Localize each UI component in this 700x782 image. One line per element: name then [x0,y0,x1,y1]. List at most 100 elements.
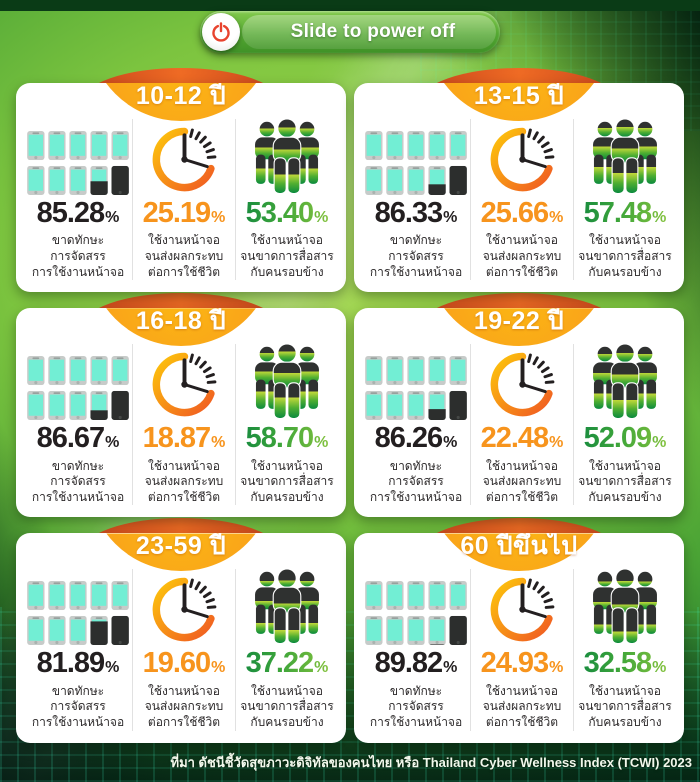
age-group-label: 16-18 ปี [135,307,227,336]
people-icon-box [239,343,335,420]
stat-label: ใช้งานหน้าจอ จนขาดการสื่อสาร กับคนรอบข้า… [578,233,672,279]
stat-columns: 86.26% ขาดทักษะ การจัดสรร การใช้งานหน้าจ… [362,343,676,506]
stat-label: ใช้งานหน้าจอ จนขาดการสื่อสาร กับคนรอบข้า… [240,233,334,279]
clock-icon-box [474,569,570,645]
stat-label: ขาดทักษะ การจัดสรร การใช้งานหน้าจอ [369,458,463,504]
people-icon-box [239,568,335,645]
power-slider-track [242,15,496,49]
stat-value: 22.48% [474,423,570,453]
stat-number: 53.40 [245,197,314,229]
power-slider[interactable]: Slide to power off [200,11,500,53]
stat-value: 24.93% [474,648,570,678]
people-icon [255,568,319,645]
people-icon-box [577,118,673,195]
stat-label: ใช้งานหน้าจอ จนส่งผลกระทบ ต่อการใช้ชีวิต [482,683,562,730]
age-group-label: 23-59 ปี [135,532,227,561]
clock-icon [152,127,216,192]
stat-value: 85.28% [27,198,129,228]
power-button[interactable] [202,13,240,51]
stat-life-impact: 24.93% ใช้งานหน้าจอ จนส่งผลกระทบ ต่อการใ… [470,569,573,731]
stat-value: 52.09% [577,423,673,453]
age-group-label: 60 ปีขึ้นไป [460,532,578,561]
stat-screen-skill: 81.89% ขาดทักษะ การจัดสรร การใช้งานหน้าจ… [24,569,132,730]
stat-value: 25.66% [474,198,570,228]
stat-number: 86.67 [36,422,106,455]
stat-number: 86.33 [374,197,444,229]
smartphone-grid-icon-box [27,569,129,646]
stat-number: 24.93 [480,647,550,680]
age-group-card: 81.89% ขาดทักษะ การจัดสรร การใช้งานหน้าจ… [16,518,346,743]
percent-sign: % [314,209,329,226]
people-icon-box [239,118,335,195]
percent-sign: % [443,659,458,677]
smartphone-grid-icon [27,581,129,646]
stat-label: ใช้งานหน้าจอ จนส่งผลกระทบ ต่อการใช้ชีวิต [482,458,562,504]
smartphone-grid-icon [365,131,467,195]
age-group-card: 89.82% ขาดทักษะ การจัดสรร การใช้งานหน้าจ… [354,518,684,743]
stat-number: 18.87 [142,422,212,455]
age-group-card: 86.67% ขาดทักษะ การจัดสรร การใช้งานหน้าจ… [16,293,346,518]
stat-number: 25.19 [142,197,212,229]
percent-sign: % [652,209,667,226]
smartphone-grid-icon [365,581,467,646]
stat-number: 22.48 [480,422,550,455]
stat-columns: 81.89% ขาดทักษะ การจัดสรร การใช้งานหน้าจ… [24,568,338,731]
stat-number: 89.82 [374,647,444,680]
stat-value: 18.87% [136,423,232,453]
percent-sign: % [105,434,120,452]
percent-sign: % [105,209,120,226]
percent-sign: % [211,209,226,226]
age-group-card: 85.28% ขาดทักษะ การจัดสรร การใช้งานหน้าจ… [16,68,346,293]
percent-sign: % [549,209,564,226]
stat-number: 86.26 [374,422,444,455]
clock-icon-box [136,344,232,420]
age-group-header: 13-15 ปี [426,82,612,121]
stat-value: 19.60% [136,648,232,678]
age-group-header: 23-59 ปี [88,532,274,572]
stat-number: 85.28 [36,197,106,229]
age-group-grid: 85.28% ขาดทักษะ การจัดสรร การใช้งานหน้าจ… [0,53,700,743]
stat-communication: 53.40% ใช้งานหน้าจอ จนขาดการสื่อสาร กับค… [235,118,338,281]
stat-columns: 86.67% ขาดทักษะ การจัดสรร การใช้งานหน้าจ… [24,343,338,506]
stat-value: 37.22% [239,648,335,678]
percent-sign: % [314,659,329,677]
percent-sign: % [549,434,564,452]
stat-value: 86.67% [27,423,129,453]
stat-number: 57.48 [583,197,652,229]
stat-number: 58.70 [245,422,314,455]
percent-sign: % [314,434,329,452]
stat-value: 86.26% [365,423,467,453]
stat-label: ขาดทักษะ การจัดสรร การใช้งานหน้าจอ [31,233,125,279]
stat-number: 32.58 [583,647,652,680]
stat-label: ขาดทักษะ การจัดสรร การใช้งานหน้าจอ [31,458,125,504]
stat-communication: 32.58% ใช้งานหน้าจอ จนขาดการสื่อสาร กับค… [573,568,676,731]
stat-life-impact: 19.60% ใช้งานหน้าจอ จนส่งผลกระทบ ต่อการใ… [132,569,235,731]
age-group-header: 16-18 ปี [88,307,274,347]
stat-value: 58.70% [239,423,335,453]
stat-screen-skill: 85.28% ขาดทักษะ การจัดสรร การใช้งานหน้าจ… [24,119,132,280]
clock-icon [490,578,554,642]
percent-sign: % [443,434,458,452]
stat-label: ใช้งานหน้าจอ จนขาดการสื่อสาร กับคนรอบข้า… [240,683,334,730]
smartphone-grid-icon [27,131,129,195]
card-body: 85.28% ขาดทักษะ การจัดสรร การใช้งานหน้าจ… [16,83,346,293]
stat-label: ใช้งานหน้าจอ จนขาดการสื่อสาร กับคนรอบข้า… [578,458,672,504]
stat-value: 25.19% [136,198,232,228]
stat-life-impact: 25.19% ใช้งานหน้าจอ จนส่งผลกระทบ ต่อการใ… [132,119,235,281]
percent-sign: % [652,434,667,452]
stat-life-impact: 18.87% ใช้งานหน้าจอ จนส่งผลกระทบ ต่อการใ… [132,344,235,506]
stat-number: 25.66 [480,197,550,229]
people-icon [593,118,657,195]
smartphone-grid-icon-box [365,344,467,421]
clock-icon [490,352,554,417]
age-group-label: 19-22 ปี [473,307,565,336]
people-icon [593,343,657,420]
stat-screen-skill: 89.82% ขาดทักษะ การจัดสรร การใช้งานหน้าจ… [362,569,470,730]
stat-communication: 52.09% ใช้งานหน้าจอ จนขาดการสื่อสาร กับค… [573,343,676,506]
clock-icon-box [136,569,232,645]
stat-life-impact: 22.48% ใช้งานหน้าจอ จนส่งผลกระทบ ต่อการใ… [470,344,573,506]
stat-columns: 86.33% ขาดทักษะ การจัดสรร การใช้งานหน้าจ… [362,118,676,281]
age-group-header: 19-22 ปี [426,307,612,347]
smartphone-grid-icon-box [365,119,467,195]
age-group-label: 13-15 ปี [473,82,565,110]
